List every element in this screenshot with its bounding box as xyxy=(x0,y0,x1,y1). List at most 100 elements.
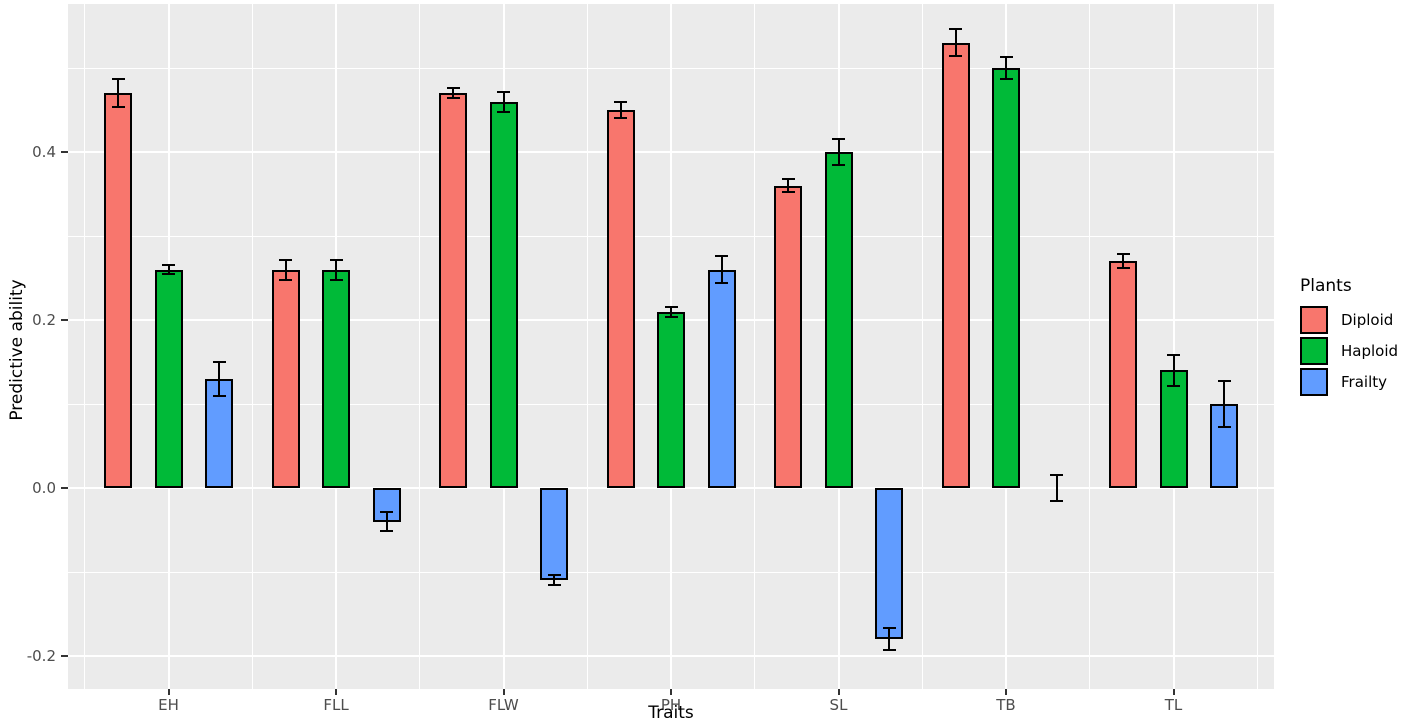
x-tick-mark xyxy=(167,689,170,695)
bar-diploid-eh xyxy=(104,93,132,488)
minor-gridline xyxy=(921,4,923,689)
minor-gridline xyxy=(251,4,253,689)
error-bar xyxy=(1172,355,1175,386)
error-bar xyxy=(1223,381,1225,427)
y-axis-title: Predictive ability xyxy=(7,279,27,421)
x-tick-label: FLL xyxy=(323,696,349,714)
error-bar-cap xyxy=(279,278,292,281)
error-bar-cap xyxy=(1217,380,1231,383)
error-bar-cap xyxy=(329,278,343,281)
error-bar-cap xyxy=(547,584,561,587)
legend: Plants Diploid Haploid Frailty xyxy=(1300,276,1398,399)
error-bar-cap xyxy=(949,28,962,31)
x-tick-mark xyxy=(502,689,505,695)
error-bar xyxy=(1005,57,1007,79)
error-bar-cap xyxy=(212,361,226,363)
error-bar xyxy=(502,91,505,112)
error-bar-cap xyxy=(1116,266,1130,269)
legend-label: Haploid xyxy=(1341,342,1399,360)
bar-diploid-ph xyxy=(606,110,635,488)
minor-gridline xyxy=(419,4,421,689)
x-tick-label: SL xyxy=(829,696,848,714)
error-bar-cap xyxy=(715,255,728,258)
legend-swatch-frailty xyxy=(1300,368,1328,396)
error-bar xyxy=(284,259,287,280)
bar-frailty-eh xyxy=(205,378,233,488)
error-bar xyxy=(167,265,170,274)
error-bar xyxy=(837,138,840,166)
error-bar-cap xyxy=(1050,474,1063,477)
bar-diploid-sl xyxy=(774,185,802,488)
x-tick-mark xyxy=(1005,689,1007,695)
bar-haploid-ph xyxy=(657,311,685,488)
legend-title: Plants xyxy=(1300,276,1352,296)
error-bar xyxy=(619,101,622,119)
error-bar-cap xyxy=(380,529,393,532)
error-bar-cap xyxy=(279,258,292,261)
error-bar xyxy=(553,575,555,586)
error-bar-cap xyxy=(882,627,896,630)
error-bar-cap xyxy=(111,106,125,109)
x-axis-title: Traits xyxy=(648,703,694,723)
error-bar xyxy=(452,88,454,99)
error-bar xyxy=(1122,254,1124,268)
bar-haploid-eh xyxy=(154,269,183,488)
bar-diploid-fll xyxy=(271,269,300,488)
error-bar-cap xyxy=(497,90,510,93)
bar-frailty-sl xyxy=(875,488,903,640)
minor-gridline xyxy=(754,4,756,689)
error-bar-cap xyxy=(162,272,175,275)
bar-haploid-sl xyxy=(824,152,853,488)
error-bar xyxy=(335,259,337,280)
y-tick-mark xyxy=(61,319,68,321)
error-bar-cap xyxy=(380,511,393,514)
error-bar-cap xyxy=(614,117,627,120)
error-bar xyxy=(888,628,890,651)
y-tick-mark xyxy=(61,151,68,153)
error-bar xyxy=(787,178,789,193)
error-bar-cap xyxy=(1167,354,1180,357)
error-bar-cap xyxy=(882,649,896,652)
minor-gridline xyxy=(586,4,588,689)
plot-panel xyxy=(68,4,1274,689)
legend-label: Diploid xyxy=(1341,311,1394,329)
bar-diploid-tl xyxy=(1109,261,1137,488)
x-tick-mark xyxy=(1172,689,1175,695)
y-tick-label: 0.2 xyxy=(32,311,56,329)
error-bar xyxy=(218,362,220,396)
error-bar-cap xyxy=(614,100,627,103)
error-bar-cap xyxy=(664,315,678,318)
error-bar-cap xyxy=(497,110,510,113)
y-tick-mark xyxy=(61,487,68,489)
error-bar xyxy=(385,512,388,531)
legend-swatch-haploid xyxy=(1300,337,1328,365)
x-tick-mark xyxy=(670,689,672,695)
error-bar-cap xyxy=(949,55,962,58)
error-bar-cap xyxy=(832,137,845,140)
error-bar-cap xyxy=(1116,253,1130,256)
x-tick-mark xyxy=(837,689,840,695)
legend-swatch-diploid xyxy=(1300,306,1328,334)
minor-gridline xyxy=(1256,4,1258,689)
error-bar xyxy=(117,78,119,108)
legend-item-diploid: Diploid xyxy=(1300,306,1398,334)
error-bar xyxy=(954,29,957,57)
error-bar-cap xyxy=(1050,499,1063,502)
error-bar xyxy=(670,306,672,317)
bar-haploid-flw xyxy=(489,101,518,488)
error-bar-cap xyxy=(329,258,343,261)
x-tick-label: FLW xyxy=(488,696,519,714)
error-bar-cap xyxy=(999,56,1013,59)
x-tick-label: TB xyxy=(996,696,1016,714)
bar-haploid-tl xyxy=(1159,370,1188,488)
y-tick-label: 0.0 xyxy=(32,479,56,497)
bar-haploid-fll xyxy=(322,269,350,488)
x-tick-mark xyxy=(335,689,337,695)
error-bar-cap xyxy=(1167,384,1180,387)
error-bar xyxy=(1055,475,1058,501)
error-bar-cap xyxy=(111,77,125,80)
minor-gridline xyxy=(1089,4,1091,689)
error-bar-cap xyxy=(715,282,728,285)
y-tick-label: -0.2 xyxy=(26,647,56,665)
